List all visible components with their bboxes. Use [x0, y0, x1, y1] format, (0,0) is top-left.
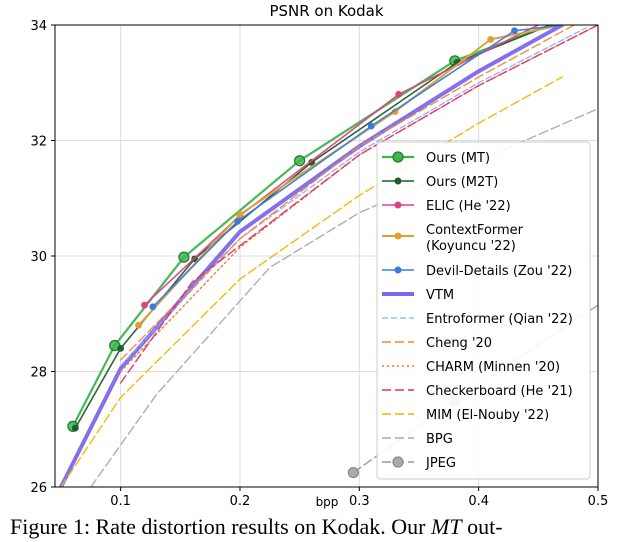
x-axis-label: bpp: [316, 495, 339, 509]
series-point-0-3: [294, 155, 306, 167]
series-point-4-0: [149, 303, 157, 311]
series-line-9: [119, 25, 598, 384]
caption-emphasis: MT: [431, 514, 462, 539]
chart-title: PSNR on Kodak: [269, 2, 383, 20]
legend-label-5: VTM: [426, 288, 454, 303]
y-tick-label-0: 26: [30, 481, 47, 496]
series-point-4-3: [511, 27, 518, 35]
legend-marker-2: [394, 201, 402, 209]
series-point-4-2: [367, 122, 375, 130]
x-tick-label-4: 0.5: [588, 494, 609, 509]
rate-distortion-chart: 0.1 0.2 0.3 0.4 0.5 26 28 30 32 34 PSNR on Kodak bp…: [30, 2, 609, 509]
series-group: [59, 25, 598, 487]
legend-label-4: Devil-Details (Zou '22): [426, 264, 572, 279]
series-line-2: [143, 25, 540, 306]
series-point-2-2: [395, 90, 403, 98]
legend-box: [376, 141, 591, 480]
legend-label-11: BPG: [426, 432, 453, 447]
series-point-1-0: [71, 424, 79, 432]
series-point-2-0: [141, 301, 148, 309]
series-line-6: [119, 27, 587, 367]
figure-caption: Figure 1: Rate distortion results on Kod…: [10, 514, 640, 542]
legend-marker-3: [394, 232, 402, 240]
x-tick-label-1: 0.2: [230, 494, 251, 509]
y-tick-label-1: 28: [30, 366, 47, 381]
y-tick-label-2: 30: [30, 250, 47, 265]
series-point-3-1: [236, 211, 244, 218]
caption-text: Figure 1: Rate distortion results on Kod…: [10, 514, 432, 539]
x-tick-label-0: 0.1: [110, 494, 131, 509]
series-point-3-0: [135, 321, 142, 329]
series-line-10: [60, 76, 563, 487]
series-point-1-1: [117, 344, 125, 352]
y-tick-label-3: 32: [30, 135, 47, 150]
y-tick-label-4: 34: [30, 19, 47, 34]
legend-label-0: Ours (MT): [426, 151, 490, 166]
legend-label-2: ELIC (He '22): [426, 199, 511, 214]
legend-label-3: ContextFormer: [426, 223, 524, 238]
series-point-12-0: [347, 466, 359, 479]
x-tick-label-3: 0.4: [468, 494, 489, 509]
series-point-3-3: [487, 36, 494, 43]
legend-label-3-line2: (Koyuncu '22): [426, 239, 516, 254]
legend-marker-4: [394, 266, 402, 274]
legend-marker-1: [394, 177, 402, 185]
series-point-4-1: [234, 217, 241, 225]
legend-label-8: CHARM (Minnen '20): [426, 360, 560, 375]
legend-marker-12: [392, 456, 404, 468]
series-line-7: [119, 25, 575, 361]
legend-marker-0: [392, 151, 404, 163]
x-tick-label-2: 0.3: [349, 494, 370, 509]
legend-label-12: JPEG: [425, 456, 456, 471]
legend-label-6: Entroformer (Qian '22): [426, 312, 573, 327]
legend-label-10: MIM (El-Nouby '22): [426, 408, 549, 423]
legend: Ours (MT) Ours (M2T) ELIC (He '22) ContextF…: [376, 141, 591, 480]
series-point-0-2: [178, 251, 190, 263]
caption-text-end: out-: [461, 514, 503, 539]
series-line-5: [59, 25, 565, 487]
legend-label-1: Ours (M2T): [426, 175, 498, 190]
legend-label-7: Cheng '20: [426, 336, 492, 351]
legend-label-9: Checkerboard (He '21): [426, 384, 573, 399]
